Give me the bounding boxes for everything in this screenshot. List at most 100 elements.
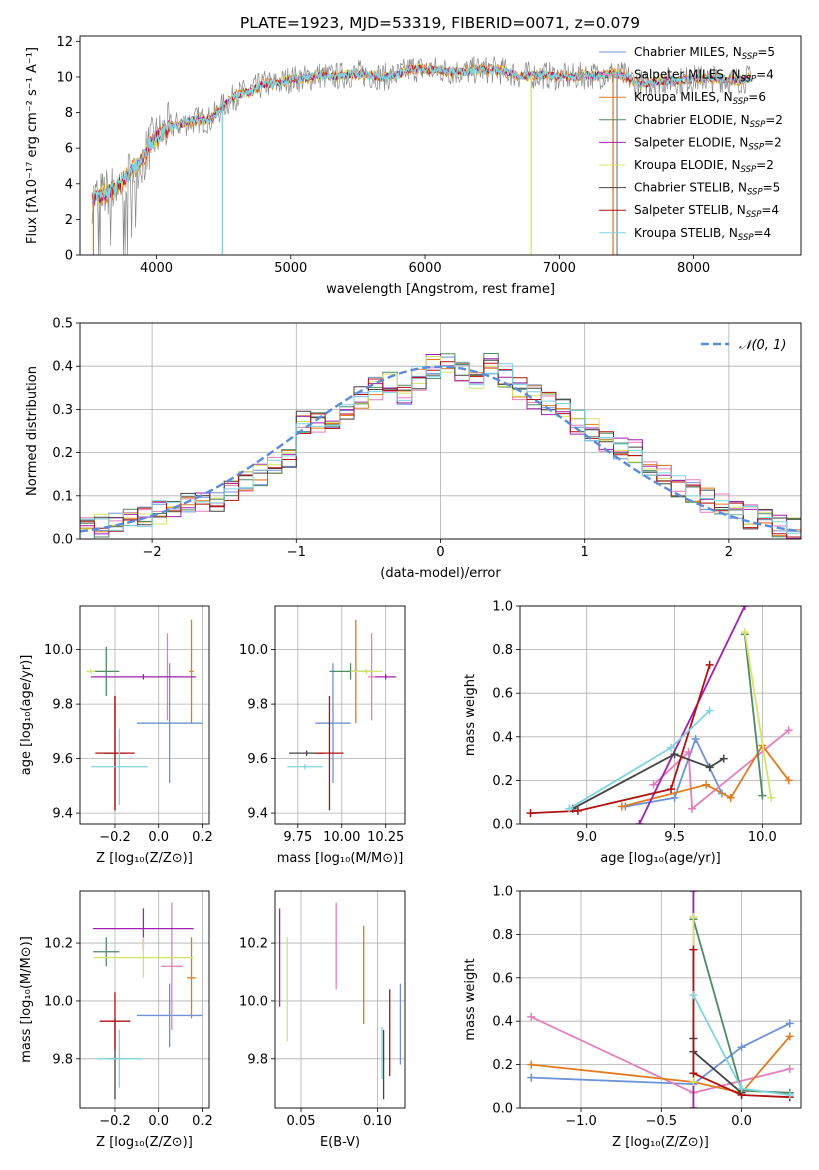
weight-marker	[740, 628, 749, 637]
y-tick-label: 9.6	[247, 752, 268, 767]
weight-marker	[667, 785, 676, 794]
x-tick-label: 10.25	[367, 830, 404, 845]
y-axis-label: Flux [fλ10⁻¹⁷ erg cm⁻² s⁻¹ A⁻¹]	[25, 47, 40, 244]
legend-label: Chabrier STELIB, NSSP=5	[634, 181, 780, 198]
y-tick-label: 0.2	[52, 446, 73, 461]
axes-frame	[519, 890, 802, 1109]
x-tick-label: −0.2	[99, 1114, 131, 1129]
errorbar-point	[187, 937, 196, 1019]
mass-vs-ebv-plot-area	[278, 902, 402, 1100]
x-tick-label: 0.2	[192, 1114, 213, 1129]
weight-marker	[705, 763, 714, 772]
weight-marker	[635, 820, 644, 824]
age-vs-Z-panel: −0.2 0.0 0.2 9.4 9.6 9.8 10.0 Z [log₁₀(Z/Z⊙)] ag…	[19, 605, 213, 866]
x-tick-label: 5000	[274, 261, 307, 276]
y-tick-label: 0.8	[492, 928, 513, 943]
y-tick-label: 0.1	[52, 489, 73, 504]
weight-marker	[785, 1064, 794, 1073]
errorbar-point	[160, 902, 183, 1030]
y-tick-label: 4	[65, 177, 73, 192]
y-tick-label: 12	[56, 35, 73, 50]
errorbar-point	[99, 992, 131, 1051]
y-tick-label: 6	[65, 142, 73, 157]
legend-label: 𝒩(0, 1)	[739, 338, 786, 353]
spectrum-plot-area	[91, 56, 752, 255]
weight-marker	[726, 793, 735, 802]
weight-marker	[758, 791, 767, 800]
y-tick-label: 10	[56, 70, 73, 85]
weight-line	[692, 949, 790, 1099]
y-tick-label: 9.6	[52, 752, 73, 767]
errorbar-point	[86, 668, 96, 675]
x-axis-label: Z [log₁₀(Z/Z⊙)]	[96, 851, 193, 866]
massweight-vs-Z-plot-area	[527, 891, 794, 1108]
y-tick-label: 9.4	[52, 807, 73, 822]
legend-label: Salpeter STELIB, NSSP=4	[634, 203, 779, 220]
weight-marker	[689, 913, 698, 922]
x-tick-label: 9.0	[576, 830, 597, 845]
weight-marker	[527, 1012, 536, 1021]
x-tick-label: 6000	[409, 261, 442, 276]
y-tick-label: 9.8	[247, 1052, 268, 1067]
weight-line	[743, 634, 764, 796]
x-tick-label: 0.2	[192, 830, 213, 845]
weight-marker	[784, 776, 793, 785]
x-tick-label: 9.75	[283, 830, 312, 845]
x-tick-label: 10.0	[748, 830, 777, 845]
y-tick-label: 10.0	[44, 994, 73, 1009]
weight-series	[649, 726, 793, 813]
axes-frame	[79, 890, 210, 1109]
x-tick-label: 2	[725, 545, 733, 560]
axes-frame	[519, 605, 802, 825]
weight-marker	[670, 750, 679, 759]
spectrum-panel: 4000 5000 6000 7000 8000 0 2 4 6 8 10 12 wavelength …	[25, 35, 802, 297]
errorbar-point	[375, 674, 397, 680]
errorbar-point	[97, 1029, 142, 1088]
x-tick-label: 4000	[140, 261, 173, 276]
mass-vs-ebv-panel: 0.05 0.10 9.8 10.0 10.2 E(B-V)	[239, 890, 406, 1150]
axes-frame	[79, 35, 802, 256]
weight-marker	[565, 804, 574, 813]
weight-marker	[573, 806, 582, 815]
weight-marker	[784, 726, 793, 735]
weight-series	[617, 741, 793, 811]
errorbar-point	[350, 668, 383, 675]
y-tick-label: 10.2	[239, 937, 268, 952]
legend-label: Salpeter MILES, NSSP=4	[634, 68, 774, 85]
weight-marker	[689, 891, 698, 895]
y-tick-label: 0.6	[492, 687, 513, 702]
massweight-vs-Z-panel: −1.0 −0.5 0.0 0.0 0.2 0.4 0.6 0.8 1.0 Z [log₁₀(Z/…	[463, 885, 802, 1150]
age-vs-mass-panel: 9.75 10.00 10.25 9.4 9.6 9.8 10.0 mass [log₁₀(M…	[239, 605, 406, 866]
y-tick-label: 0.6	[492, 971, 513, 986]
massweight-vs-age-plot-area	[526, 606, 793, 824]
legend-label: Kroupa MILES, NSSP=6	[634, 90, 766, 107]
errorbar-point	[93, 646, 120, 696]
weight-marker	[649, 780, 658, 789]
x-tick-label: 9.5	[664, 830, 685, 845]
errorbar-point	[95, 695, 135, 811]
weight-marker	[691, 734, 700, 743]
axes-frame	[274, 605, 406, 825]
legend-label: Salpeter ELODIE, NSSP=2	[634, 135, 782, 152]
x-tick-label: 0.10	[363, 1114, 392, 1129]
massweight-vs-age-panel: 9.0 9.5 10.0 0.0 0.2 0.4 0.6 0.8 1.0 age [log₁₀(a…	[463, 600, 802, 866]
x-tick-label: −1.0	[565, 1114, 597, 1129]
x-tick-label: −0.2	[99, 830, 131, 845]
x-tick-label: 0.0	[148, 830, 169, 845]
weight-marker	[689, 1077, 698, 1086]
y-tick-label: 10.0	[44, 643, 73, 658]
x-tick-label: −0.5	[646, 1114, 678, 1129]
spectrum-legend: Chabrier MILES, NSSP=5 Salpeter MILES, NS…	[599, 45, 783, 243]
weight-line	[743, 632, 772, 798]
weight-marker	[526, 809, 535, 818]
legend-label: Chabrier MILES, NSSP=5	[634, 45, 775, 62]
x-axis-label: Z [log₁₀(Z/Z⊙)]	[612, 1135, 709, 1150]
weight-series	[689, 991, 794, 1099]
y-axis-label: mass [log₁₀(M/M⊙)]	[19, 936, 34, 1063]
x-axis-label: mass [log₁₀(M/M⊙)]	[277, 851, 404, 866]
weight-marker	[667, 743, 676, 752]
weight-line	[530, 664, 711, 814]
legend-label: Chabrier ELODIE, NSSP=2	[634, 113, 783, 130]
residuals-panel: −2 −1 0 1 2 0.0 0.1 0.2 0.3 0.4 0.5 (data-model)/er…	[25, 317, 802, 581]
